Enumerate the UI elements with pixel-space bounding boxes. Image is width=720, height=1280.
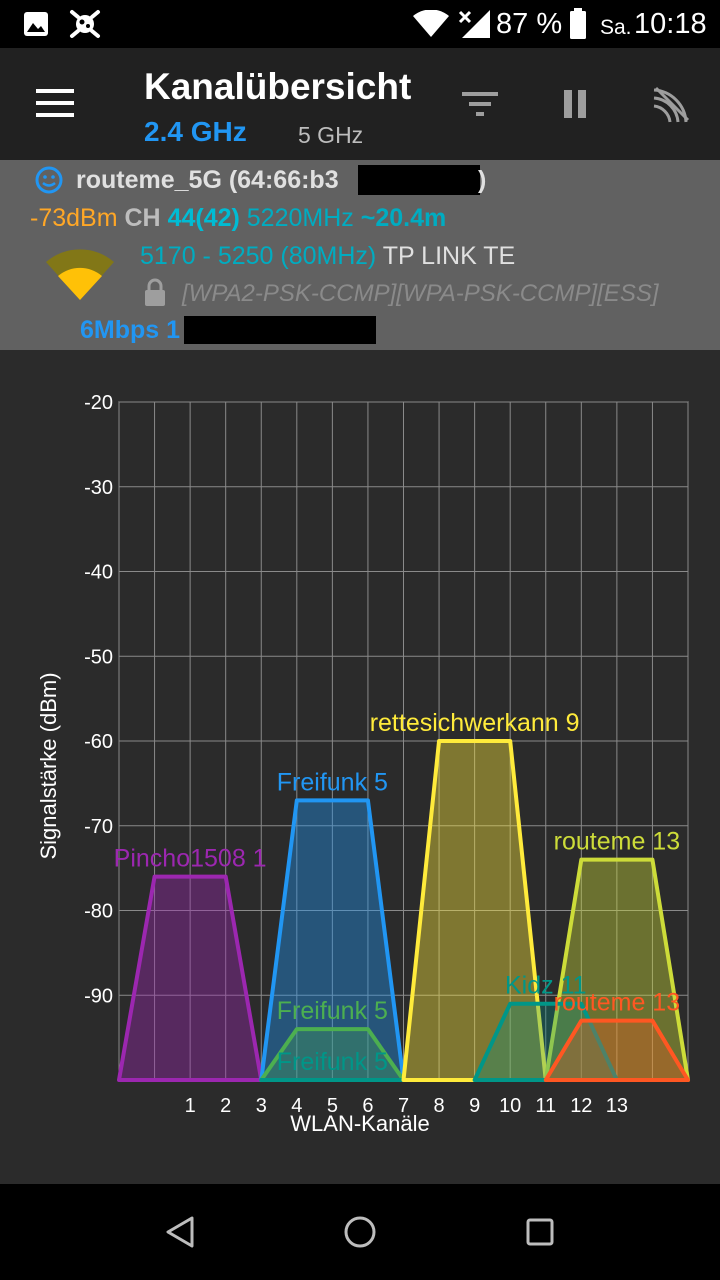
y-tick-label: -90 (84, 985, 113, 1007)
y-axis-label: Signalstärke (dBm) (36, 672, 61, 859)
wifi-strength-icon (46, 249, 114, 300)
network-detail-row: -73dBm CH 44(42) 5220MHz ~20.4m (30, 204, 446, 233)
page-title: Kanalübersicht (144, 66, 412, 107)
network-security: [WPA2-PSK-CCMP][WPA-PSK-CCMP][ESS] (182, 280, 659, 307)
series-labels: Pincho1508 1 Freifunk 5 Freifunk 5 Freifunk… (114, 709, 680, 1076)
x-tick-label: 7 (398, 1095, 409, 1117)
series-label: Freifunk 5 (277, 997, 388, 1025)
wifi-icon (413, 10, 449, 37)
lock-icon (145, 278, 165, 306)
x-tick-label: 1 (185, 1095, 196, 1117)
x-tick-label: 8 (434, 1095, 445, 1117)
x-tick-label: 6 (362, 1095, 373, 1117)
x-tick-label: 4 (291, 1095, 302, 1117)
y-axis-ticks: -20 -30 -40 -50 -60 -70 -80 -90 (84, 392, 113, 1007)
wifi-scan-icon[interactable] (652, 84, 692, 124)
image-icon (24, 12, 48, 36)
network-ssid-end: ) (478, 166, 487, 194)
pause-icon[interactable] (562, 88, 590, 120)
x-tick-label: 11 (535, 1095, 556, 1117)
network-frequency: 5220MHz (246, 204, 354, 232)
y-tick-label: -20 (84, 392, 113, 414)
recents-icon[interactable] (524, 1216, 556, 1248)
network-vendor: TP LINK TE (382, 242, 516, 270)
battery-icon (570, 8, 586, 39)
chart-series (117, 739, 690, 1082)
channel-chart: -20-30-40-50-60-70-80-90 1 2 3 4 5 6 7 8 9 10 11 12… (36, 392, 690, 1136)
status-bar: 87 % Sa. 10:18 (0, 0, 720, 48)
series-shape (117, 874, 264, 1082)
y-tick-label: -40 (84, 562, 113, 584)
x-axis-label: WLAN-Kanäle (290, 1111, 429, 1136)
y-tick-label: -30 (84, 477, 113, 499)
tab-5ghz[interactable]: 5 GHz (298, 122, 364, 148)
filter-icon[interactable] (460, 90, 500, 118)
navigation-bar (0, 1184, 720, 1280)
channel-chart-panel: -20 -30 -40 -50 -60 -70 -80 -90 1 2 3 4 5 6 7 8 9 10 11 12… (0, 350, 720, 1184)
x-tick-label: 12 (570, 1095, 592, 1117)
network-signal: -73dBm (30, 204, 118, 232)
x-tick-label: 10 (499, 1095, 521, 1117)
series-label: Freifunk 5 (277, 1048, 388, 1076)
series-label: routeme 13 (554, 989, 680, 1017)
home-icon[interactable] (342, 1214, 378, 1250)
battery-percent: 87 % (496, 8, 563, 40)
network-distance: ~20.4m (360, 204, 447, 232)
network-range-row: 5170 - 5250 (80MHz) TP LINK TE (140, 242, 515, 271)
x-tick-label: 9 (469, 1095, 480, 1117)
network-range: 5170 - 5250 (80MHz) (140, 242, 377, 270)
series-shape (543, 1018, 690, 1082)
network-ssid: routeme_5G (64:66:b3 (76, 166, 339, 194)
series-label: Freifunk 5 (277, 768, 388, 796)
y-tick-label: -70 (84, 816, 113, 838)
series-label: Kidz 11 (505, 972, 587, 1000)
status-day: Sa. (600, 16, 632, 39)
back-icon[interactable] (162, 1214, 198, 1250)
network-speed: 6Mbps 1 (80, 316, 181, 344)
app-bar: Kanalübersicht 2.4 GHz 5 GHz (0, 48, 720, 160)
x-tick-label: 3 (256, 1095, 267, 1117)
y-tick-label: -80 (84, 901, 113, 923)
redacted-mac (358, 165, 480, 195)
menu-icon[interactable] (36, 88, 76, 118)
status-time: 10:18 (634, 8, 707, 40)
x-tick-label: 2 (220, 1095, 231, 1117)
x-tick-label: 13 (606, 1095, 628, 1117)
series-label: Pincho1508 1 (114, 845, 267, 873)
network-ch-label: CH (124, 204, 161, 232)
network-channel: 44(42) (167, 204, 240, 232)
tab-2-4ghz[interactable]: 2.4 GHz (144, 116, 247, 147)
x-axis-ticks: 1 2 3 4 5 6 7 8 9 10 11 12 13 (185, 1095, 628, 1117)
cell-signal-icon (458, 10, 490, 38)
virus-icon (70, 10, 100, 38)
series-label: routeme 13 (554, 828, 680, 856)
y-tick-label: -50 (84, 646, 113, 668)
smiley-icon (35, 166, 63, 194)
network-info-panel: routeme_5G (64:66:b3 ) -73dBm CH 44(42) … (0, 160, 720, 350)
x-tick-label: 5 (327, 1095, 338, 1117)
redacted-info (184, 316, 376, 344)
series-label: rettesichwerkann 9 (370, 709, 580, 737)
y-tick-label: -60 (84, 731, 113, 753)
